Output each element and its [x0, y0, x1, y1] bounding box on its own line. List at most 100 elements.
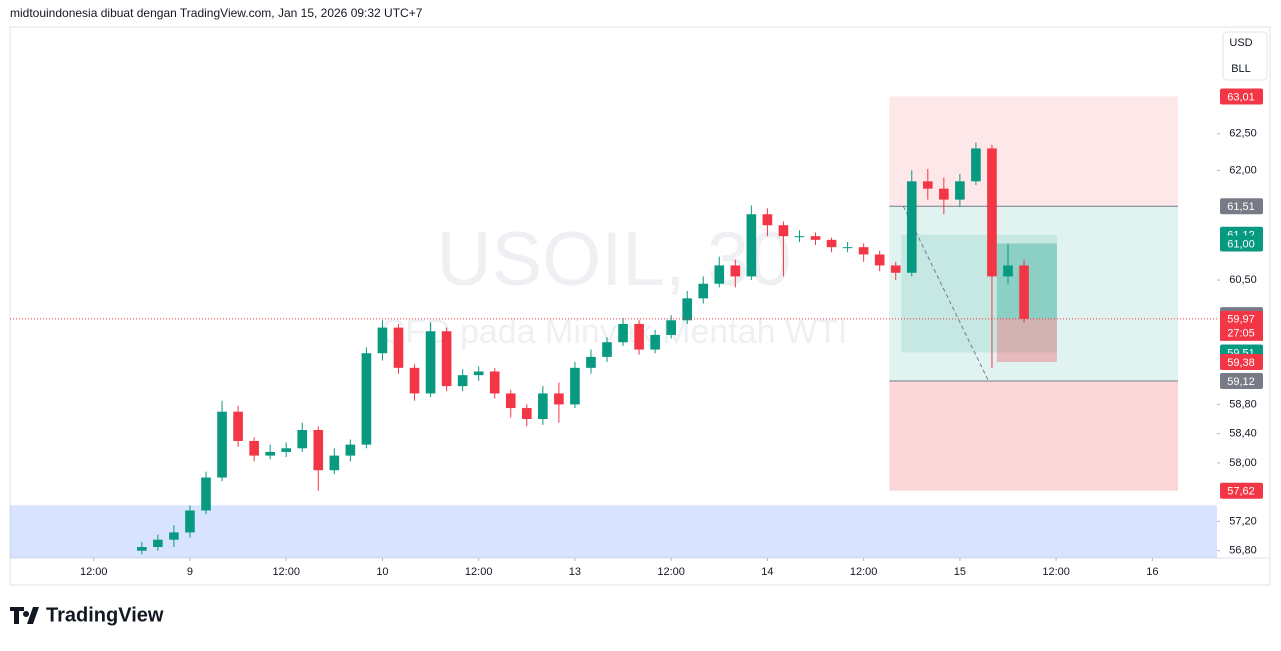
y-tick-label: 58,00 [1229, 457, 1257, 469]
candle-body [153, 539, 163, 548]
candle-body [489, 371, 500, 394]
y-tick-label: 56,80 [1229, 545, 1257, 557]
price-label-box [1220, 88, 1263, 105]
frame [9, 26, 1271, 586]
candle-body [169, 532, 179, 540]
price-label: 59,12 [1227, 376, 1255, 388]
price-label-box [1220, 482, 1263, 499]
price-label-box [1220, 353, 1263, 370]
candle-body [939, 188, 949, 200]
currency-button[interactable]: USD [1229, 37, 1252, 49]
candle-body [842, 247, 853, 249]
candle-body [971, 148, 981, 182]
candle-body [762, 214, 773, 226]
position-zone [889, 206, 1179, 381]
candle-body [201, 477, 211, 511]
candle-body [217, 411, 227, 478]
candle-body [987, 148, 997, 277]
candle-body [281, 448, 292, 452]
candle-body [457, 375, 468, 387]
countdown-box [1220, 325, 1263, 341]
candle-body [313, 430, 324, 471]
candle-body [922, 181, 933, 189]
currency-button[interactable]: BLL [1231, 63, 1251, 75]
candle-body [586, 356, 596, 368]
x-tick-label: 10 [376, 566, 388, 578]
candle-body [906, 181, 917, 273]
price-label: 59,97 [1227, 314, 1255, 326]
candle-body [810, 236, 821, 240]
x-tick-label: 12:00 [272, 566, 300, 578]
currency-box [1222, 31, 1268, 81]
candle-body [602, 342, 612, 357]
logo-icon [10, 607, 39, 624]
position-zone [889, 381, 1179, 491]
price-label-box [1220, 373, 1263, 389]
price-label-box [1220, 310, 1263, 327]
y-tick-label: 62,00 [1229, 164, 1257, 176]
candle-body [345, 444, 356, 456]
candle-body [377, 327, 388, 354]
candle-body [185, 510, 195, 533]
candle-body [425, 331, 436, 394]
candle-body [538, 393, 548, 420]
x-tick-label: 12:00 [1042, 566, 1070, 578]
candle-body [409, 367, 420, 394]
price-label-box [1220, 235, 1263, 252]
watermark-title: USOIL, 30 [437, 217, 792, 302]
position-zone [901, 234, 1057, 353]
x-tick-label: 12:00 [465, 566, 493, 578]
price-label: 61,51 [1227, 201, 1255, 213]
candle-body [955, 181, 965, 200]
header: midtouindonesia dibuat dengan TradingVie… [10, 6, 423, 20]
candle-body [521, 408, 532, 420]
candle-body [361, 353, 372, 445]
x-tick-label: 9 [187, 566, 193, 578]
price-label: 57,62 [1227, 486, 1255, 498]
candle-body [1003, 265, 1013, 277]
candle-body [794, 236, 805, 238]
candle-body [137, 547, 147, 551]
candle-body [618, 323, 628, 343]
candle-body [730, 265, 741, 277]
candle-body [746, 214, 757, 277]
candle-body [265, 451, 275, 456]
y-tick-label: 57,20 [1229, 515, 1257, 527]
candle-body [473, 371, 484, 376]
x-tick-label: 12:00 [80, 566, 108, 578]
x-tick-label: 12:00 [657, 566, 685, 578]
candle-body [297, 430, 308, 449]
y-tick-label: 60,50 [1229, 274, 1257, 286]
candle-body [778, 225, 789, 237]
candle-body [634, 323, 644, 350]
candle-body [858, 247, 869, 255]
candle-body [570, 367, 580, 405]
candle-body [698, 283, 709, 299]
candle-body [666, 320, 676, 335]
x-tick-label: 16 [1146, 566, 1158, 578]
price-label: 61,00 [1227, 238, 1255, 250]
countdown: 27:05 [1227, 328, 1255, 340]
x-tick-label: 15 [954, 566, 966, 578]
candle-body [650, 334, 660, 350]
candle-body [682, 298, 693, 321]
position-zone [996, 318, 1057, 362]
candle-body [890, 265, 901, 273]
candle-body [505, 393, 516, 409]
candle-body [874, 254, 885, 266]
candle-body [1019, 265, 1029, 319]
x-tick-label: 12:00 [850, 566, 878, 578]
x-tick-label: 13 [569, 566, 581, 578]
y-tick-label: 58,80 [1229, 398, 1257, 410]
candle-body [554, 393, 564, 405]
candle-body [441, 331, 452, 387]
candle-body [714, 265, 725, 284]
candle-body [233, 411, 243, 441]
y-tick-label: 58,40 [1229, 428, 1257, 440]
footer-logo: TradingView [46, 604, 164, 626]
price-label: 63,01 [1227, 91, 1255, 103]
position-zone [889, 96, 1179, 207]
position-zone [10, 505, 1217, 558]
